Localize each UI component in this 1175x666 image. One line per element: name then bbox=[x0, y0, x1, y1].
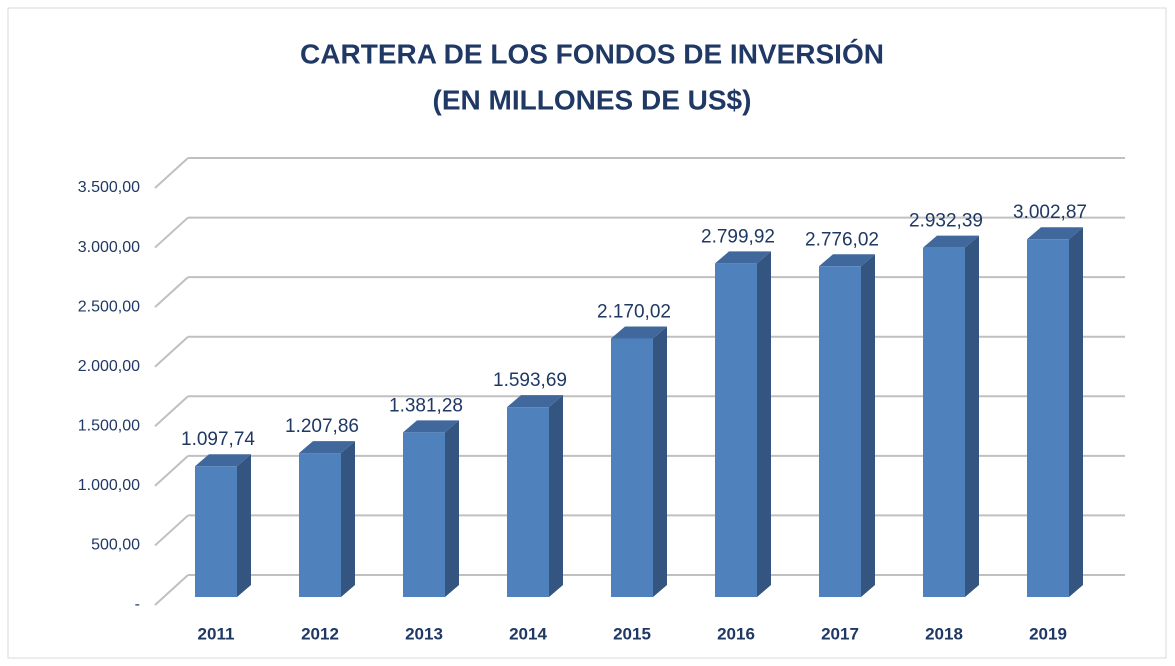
x-tick-label: 2019 bbox=[1029, 624, 1067, 643]
y-tick-label: 3.000,00 bbox=[78, 239, 140, 256]
bar-side bbox=[965, 235, 979, 597]
data-label: 1.593,69 bbox=[493, 370, 567, 391]
y-tick-label: 500,00 bbox=[91, 537, 140, 554]
data-label: 2.932,39 bbox=[909, 211, 983, 232]
x-tick-label: 2011 bbox=[198, 624, 235, 643]
bar bbox=[195, 466, 237, 597]
y-tick-label: 2.000,00 bbox=[78, 358, 140, 375]
bar-top bbox=[299, 441, 355, 454]
grid-line-depth bbox=[154, 157, 189, 189]
bar bbox=[403, 432, 445, 597]
bar-side bbox=[445, 420, 459, 597]
data-label: 2.170,02 bbox=[597, 301, 671, 322]
bar-side bbox=[653, 326, 667, 597]
data-label: 1.097,74 bbox=[181, 429, 255, 450]
bar-side bbox=[1069, 227, 1083, 597]
chart-title: CARTERA DE LOS FONDOS DE INVERSIÓN bbox=[300, 38, 884, 69]
bar-top bbox=[819, 254, 875, 267]
bar-top bbox=[611, 326, 667, 339]
bar bbox=[923, 247, 965, 597]
chart-subtitle: (EN MILLONES DE US$) bbox=[433, 84, 752, 115]
bar-top bbox=[715, 251, 771, 264]
bar-top bbox=[923, 235, 979, 248]
data-label: 1.381,28 bbox=[389, 395, 463, 416]
grid-line-depth bbox=[154, 455, 189, 487]
bar bbox=[715, 263, 757, 597]
bar-top bbox=[195, 454, 251, 467]
x-tick-label: 2017 bbox=[821, 624, 859, 643]
bar-side bbox=[549, 395, 563, 597]
x-tick-label: 2014 bbox=[509, 624, 547, 643]
x-tick-label: 2016 bbox=[717, 624, 755, 643]
bar-side bbox=[237, 454, 251, 597]
x-tick-label: 2013 bbox=[405, 624, 443, 643]
bar-side bbox=[341, 441, 355, 597]
grid-line-depth bbox=[154, 216, 189, 249]
bar bbox=[611, 338, 653, 597]
bar bbox=[1027, 239, 1069, 597]
bar bbox=[507, 407, 549, 597]
data-label: 1.207,86 bbox=[285, 416, 359, 437]
bar bbox=[819, 266, 861, 597]
data-label: 2.799,92 bbox=[701, 226, 775, 247]
y-tick-label: - bbox=[135, 596, 140, 613]
bar-side bbox=[861, 254, 875, 597]
grid-line-depth bbox=[154, 395, 189, 428]
bar-side bbox=[757, 251, 771, 597]
x-tick-label: 2018 bbox=[925, 624, 963, 643]
grid-line-depth bbox=[154, 514, 189, 547]
x-tick-label: 2012 bbox=[301, 624, 339, 643]
y-tick-label: 1.000,00 bbox=[78, 477, 140, 494]
y-tick-label: 2.500,00 bbox=[78, 298, 140, 315]
grid-line-depth bbox=[154, 276, 189, 308]
bar bbox=[299, 453, 341, 597]
data-label: 2.776,02 bbox=[805, 229, 879, 250]
grid-line-depth bbox=[154, 574, 189, 606]
data-label: 3.002,87 bbox=[1013, 202, 1087, 223]
bar-top bbox=[507, 395, 563, 408]
y-tick-label: 3.500,00 bbox=[78, 179, 140, 196]
y-tick-label: 1.500,00 bbox=[78, 418, 140, 435]
grid-line-depth bbox=[154, 335, 189, 368]
x-tick-label: 2015 bbox=[613, 624, 651, 643]
bar-top bbox=[403, 420, 459, 433]
bar-top bbox=[1027, 227, 1083, 240]
